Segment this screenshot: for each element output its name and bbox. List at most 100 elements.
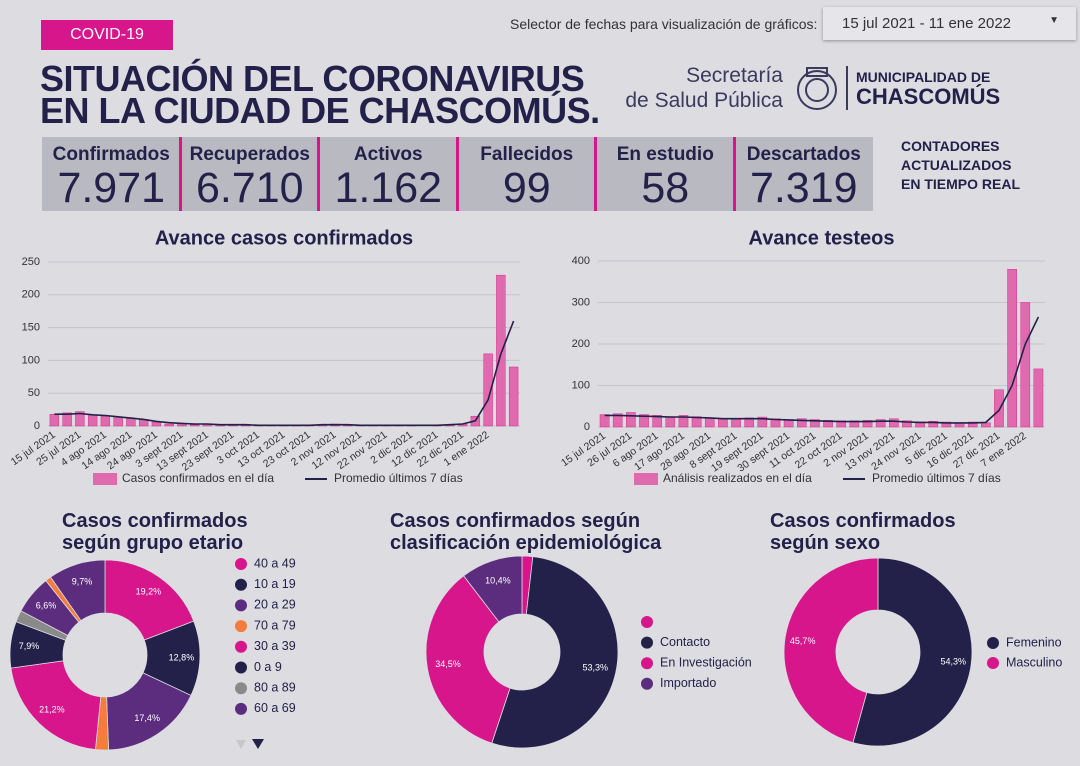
secretaria-name: de Salud Pública: [625, 89, 783, 112]
bar: [639, 414, 649, 428]
slice-label: 21,2%: [39, 704, 65, 714]
legend-label: Promedio últimos 7 días: [872, 471, 1001, 485]
bar: [928, 420, 939, 428]
counter: Confirmados 7.971: [42, 137, 181, 212]
pie-slice: [50, 559, 106, 622]
counters-note: CONTADORES: [901, 138, 1000, 154]
bar: [875, 419, 886, 428]
bar: [496, 274, 506, 427]
counter-divider: [178, 137, 182, 211]
slice-label: 54,3%: [941, 657, 967, 667]
counter-value: 6.710: [195, 164, 304, 212]
y-tick-label: 300: [572, 296, 590, 308]
bar: [665, 416, 676, 428]
page-title: EN LA CIUDAD DE CHASCOMÚS.: [40, 90, 600, 131]
bar: [704, 417, 715, 428]
bar: [113, 416, 123, 427]
bar: [889, 418, 899, 428]
bar: [599, 414, 610, 428]
legend-swatch: [235, 578, 247, 591]
bar: [810, 419, 820, 428]
bar: [1033, 368, 1044, 428]
bar: [994, 389, 1004, 428]
y-tick-label: 100: [22, 354, 40, 366]
bar: [744, 417, 754, 428]
legend-label: 60 a 69: [254, 701, 296, 715]
municipality-name: MUNICIPALIDAD DE: [856, 69, 991, 85]
counter-value: 7.319: [749, 164, 858, 212]
counter-divider: [594, 137, 597, 211]
y-tick-label: 0: [34, 420, 40, 432]
slice-label: 12,8%: [169, 652, 195, 662]
legend-label: En Investigación: [660, 655, 752, 669]
bar: [691, 416, 702, 428]
counter-divider: [732, 137, 736, 211]
slice-label: 19,2%: [136, 586, 162, 596]
counter: Recuperados 6.710: [181, 137, 320, 212]
counter-label: Confirmados: [52, 144, 170, 165]
chart-title: Casos confirmados según grupo etario: [62, 510, 248, 554]
counters-note: ACTUALIZADOS: [901, 157, 1012, 173]
counters-note: EN TIEMPO REAL: [901, 176, 1021, 192]
legend-swatch: [235, 682, 247, 695]
chart-title: Casos confirmados según clasificación ep…: [390, 510, 662, 554]
legend-swatch: [634, 473, 658, 485]
legend-label: 0 a 9: [254, 660, 282, 674]
date-range-dropdown[interactable]: 15 jul 2021 - 11 ene 2022 ▼: [823, 7, 1076, 40]
counter-label: Activos: [353, 144, 423, 165]
legend-swatch: [987, 637, 999, 649]
page-title: SITUACIÓN DEL CORONAVIRUS: [40, 58, 585, 99]
legend-label: 10 a 19: [254, 577, 296, 591]
legend-prev-page[interactable]: [236, 740, 246, 749]
bar: [126, 417, 136, 427]
legend-next-page[interactable]: [252, 739, 264, 749]
date-range[interactable]: 15 jul 2021 - 11 ene 2022: [842, 15, 1012, 32]
y-tick-label: 50: [28, 387, 40, 399]
legend-swatch: [641, 636, 653, 649]
counter-divider: [317, 137, 320, 211]
legend-label: 70 a 79: [254, 618, 296, 632]
legend-label: Femenino: [1006, 635, 1062, 649]
legend-label: Casos confirmados en el día: [122, 471, 274, 485]
bar: [652, 415, 662, 428]
bar: [612, 413, 623, 428]
pie-slice: [463, 555, 523, 623]
legend-label: Importado: [660, 676, 716, 690]
bar: [757, 416, 768, 428]
bar: [151, 421, 162, 427]
counter-value: 99: [502, 164, 551, 212]
bar: [678, 415, 689, 428]
legend-label: 20 a 29: [254, 598, 296, 612]
slice-label: 10,4%: [485, 575, 511, 585]
legend-label: 40 a 49: [254, 556, 296, 570]
slice-label: 45,7%: [790, 636, 816, 646]
pie-slice: [104, 559, 195, 641]
legend-swatch: [987, 657, 999, 669]
legend-label: Análisis realizados en el día: [663, 471, 812, 485]
chart-title: Avance casos confirmados: [155, 227, 413, 249]
legend-swatch: [235, 702, 247, 715]
bar: [626, 412, 636, 428]
counter: Activos 1.162: [319, 137, 458, 212]
legend-swatch: [641, 616, 653, 628]
municipality-name: CHASCOMÚS: [856, 84, 1001, 109]
legend-swatch: [235, 661, 247, 674]
counter-divider: [455, 137, 459, 211]
legend-label: 30 a 39: [254, 639, 296, 653]
y-tick-label: 200: [22, 289, 40, 301]
legend-label: 80 a 89: [254, 680, 296, 694]
counter-value: 1.162: [334, 164, 443, 212]
counter-label: Descartados: [746, 144, 861, 165]
slice-label: 9,7%: [72, 576, 93, 586]
legend-label: Contacto: [660, 635, 710, 649]
bar: [796, 418, 807, 428]
counter-label: Recuperados: [189, 144, 310, 165]
legend-label: Promedio últimos 7 días: [334, 471, 463, 485]
counter-label: Fallecidos: [480, 144, 574, 165]
slice-label: 7,9%: [19, 641, 40, 651]
bar: [731, 418, 741, 428]
legend-label: Masculino: [1006, 655, 1062, 669]
pie-slice: [783, 557, 879, 744]
dropdown-caret[interactable]: ▼: [1049, 15, 1059, 26]
